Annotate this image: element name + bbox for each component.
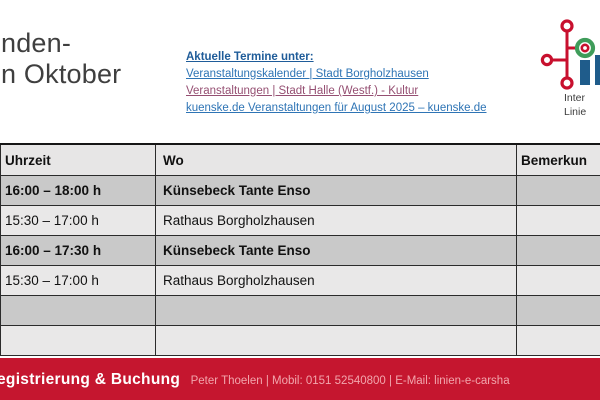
column-header-uhrzeit: Uhrzeit [0,143,156,176]
cell-wo: Rathaus Borgholzhausen [155,265,517,296]
cell-wo [155,325,517,356]
registration-banner-title: egistrierung & Buchung [0,371,181,388]
page-title: nden- n Oktober [1,28,121,90]
column-header-bemerkung: Bemerkun [516,143,600,176]
cell-bemerkung [516,265,600,296]
cell-wo [155,295,517,326]
links-heading: Aktuelle Termine unter: [186,51,314,63]
cell-wo: Künsebeck Tante Enso [155,175,517,206]
cell-bemerkung [516,175,600,206]
link-veranstaltungskalender-borgholzhausen[interactable]: Veranstaltungskalender | Stadt Borgholzh… [186,68,429,80]
link-kuenske-veranstaltungen[interactable]: kuenske.de Veranstaltungen für August 20… [186,102,487,114]
table-row [0,325,600,356]
cell-bemerkung [516,325,600,356]
cell-bemerkung [516,295,600,326]
logo-caption-line1: Inter [564,92,586,104]
cell-uhrzeit: 15:30 – 17:00 h [0,205,156,236]
link-veranstaltungen-stadt-halle[interactable]: Veranstaltungen | Stadt Halle (Westf.) -… [186,85,419,97]
cell-wo: Rathaus Borgholzhausen [155,205,517,236]
cell-uhrzeit: 16:00 – 18:00 h [0,175,156,206]
table-row: 16:00 – 17:30 h Künsebeck Tante Enso [0,235,600,266]
table-row [0,295,600,326]
page-title-line2: n Oktober [1,59,122,89]
cell-bemerkung [516,205,600,236]
logo-caption-line2: Linie [564,106,587,118]
table-header-row: Uhrzeit Wo Bemerkun [0,143,600,176]
table-row: 15:30 – 17:00 h Rathaus Borgholzhausen [0,205,600,236]
registration-banner-contact: Peter Thoelen | Mobil: 0151 52540800 | E… [190,375,510,387]
logo-caption: Inter Linie [564,91,586,119]
cell-uhrzeit [0,295,156,326]
page-title-line1: nden- [1,28,72,58]
cell-uhrzeit: 15:30 – 17:00 h [0,265,156,296]
table-row: 16:00 – 18:00 h Künsebeck Tante Enso [0,175,600,206]
cell-wo: Künsebeck Tante Enso [155,235,517,266]
column-header-wo: Wo [155,143,517,176]
current-events-links: Aktuelle Termine unter: Veranstaltungska… [186,49,487,117]
table-row: 15:30 – 17:00 h Rathaus Borgholzhausen [0,265,600,296]
schedule-table: Uhrzeit Wo Bemerkun 16:00 – 18:00 h Küns… [0,143,600,358]
cell-bemerkung [516,235,600,266]
cell-uhrzeit [0,325,156,356]
cell-uhrzeit: 16:00 – 17:30 h [0,235,156,266]
il-network-logo-icon [540,19,600,90]
registration-banner: egistrierung & Buchung Peter Thoelen | M… [0,358,600,400]
